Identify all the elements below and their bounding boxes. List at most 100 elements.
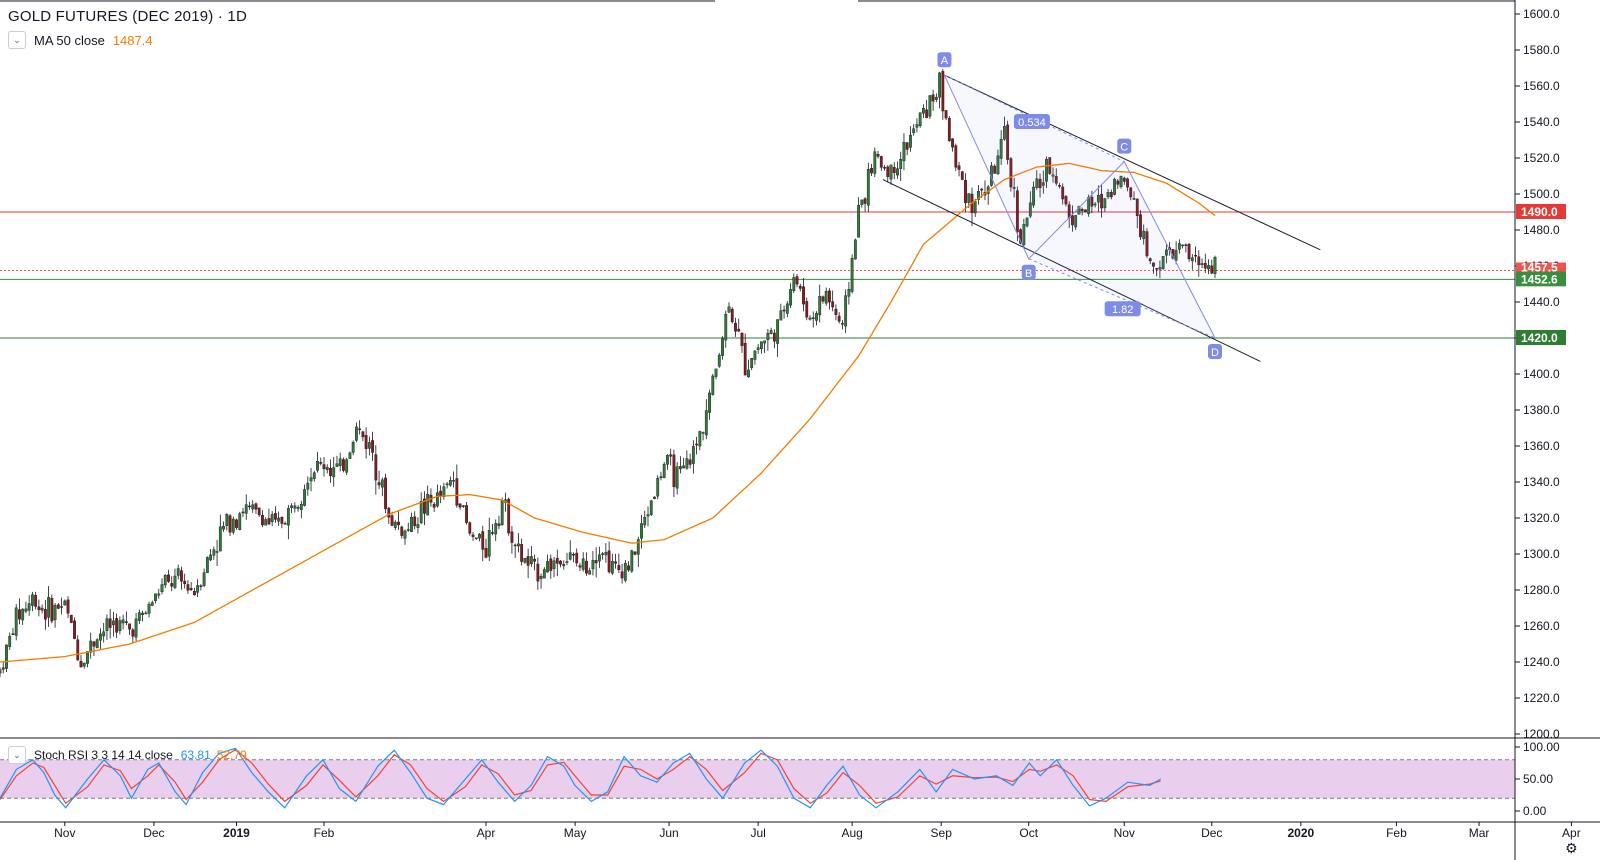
- stoch-d-value: 52.79: [216, 748, 247, 762]
- candle-body: [973, 201, 977, 214]
- candle-body: [1194, 255, 1197, 257]
- candle-body: [853, 239, 857, 260]
- candle-body: [228, 515, 232, 533]
- candle-body: [108, 618, 112, 628]
- candle-body: [257, 507, 261, 516]
- candle-body: [403, 530, 407, 539]
- candle-body: [1184, 244, 1188, 246]
- candle-body: [886, 166, 890, 177]
- candle-body: [43, 609, 47, 620]
- time-tick-label: Jul: [750, 826, 765, 840]
- candle-body: [251, 504, 255, 510]
- candle-body: [967, 193, 971, 203]
- candle-body: [708, 392, 711, 413]
- candle-body: [355, 426, 358, 441]
- candle-body: [1022, 224, 1026, 246]
- candle-body: [167, 574, 170, 582]
- candle-body: [698, 431, 702, 447]
- candle-body: [264, 519, 268, 526]
- pattern-line: [944, 74, 1216, 339]
- candle-body: [578, 565, 582, 568]
- candle-body: [947, 118, 951, 142]
- candle-body: [86, 651, 89, 664]
- candle-body: [999, 139, 1003, 159]
- candle-body: [993, 165, 997, 174]
- level-badge: [1516, 204, 1566, 219]
- time-tick-label: 2020: [1288, 826, 1315, 840]
- candle-body: [876, 154, 880, 157]
- candle-body: [772, 332, 776, 342]
- candle-body: [565, 561, 569, 563]
- candle-body: [666, 455, 669, 465]
- candle-body: [1054, 176, 1058, 184]
- stoch-d-line: [0, 748, 1161, 805]
- candle-body: [1071, 215, 1074, 226]
- candle-body: [497, 523, 501, 526]
- candle-body: [630, 550, 634, 572]
- candle-body: [821, 296, 825, 302]
- level-label: 1452.6: [1521, 272, 1558, 286]
- candle-body: [588, 570, 592, 575]
- candle-body: [280, 517, 284, 524]
- candle-body: [1135, 198, 1139, 216]
- candle-body: [529, 556, 533, 565]
- candle-body: [1096, 195, 1100, 203]
- candle-body: [274, 513, 277, 520]
- candle-body: [432, 503, 436, 508]
- candle-body: [484, 548, 488, 558]
- candle-body: [1015, 190, 1019, 233]
- candle-body: [598, 554, 601, 562]
- level-badge: [1516, 330, 1566, 345]
- time-tick-label: Nov: [1114, 826, 1135, 840]
- price-tick-label: 1520.0: [1523, 151, 1560, 165]
- candle-body: [69, 614, 73, 623]
- price-tick-label: 1340.0: [1523, 475, 1560, 489]
- candle-body: [682, 465, 686, 469]
- price-pane[interactable]: A B C D 0.534 1.82: [0, 52, 1515, 678]
- candle-body: [66, 599, 70, 614]
- ma-label: MA 50 close: [34, 32, 105, 48]
- candle-body: [89, 640, 93, 653]
- candle-body: [818, 296, 822, 316]
- candles: [0, 69, 1217, 678]
- candle-body: [905, 142, 909, 150]
- candle-body: [99, 633, 102, 641]
- candle-body: [1061, 186, 1065, 200]
- candle-body: [1164, 249, 1168, 256]
- candle-body: [406, 529, 410, 531]
- candle-body: [118, 620, 122, 632]
- candle-body: [205, 557, 209, 573]
- candle-body: [82, 662, 86, 667]
- gear-icon[interactable]: ⚙: [1565, 840, 1578, 856]
- collapse-chevron-icon[interactable]: ⌄: [8, 746, 26, 764]
- candle-body: [640, 523, 643, 539]
- price-tick-label: 1560.0: [1523, 79, 1560, 93]
- candle-body: [559, 560, 562, 565]
- candle-body: [750, 358, 754, 368]
- candle-body: [944, 110, 948, 119]
- candle-body: [604, 552, 608, 556]
- candle-body: [763, 340, 767, 344]
- candle-body: [727, 306, 731, 313]
- candle-body: [283, 523, 287, 525]
- candle-body: [857, 204, 861, 238]
- time-tick-label: Dec: [143, 826, 164, 840]
- candle-body: [643, 516, 647, 526]
- candle-body: [815, 313, 818, 321]
- candle-body: [614, 561, 618, 564]
- candle-body: [795, 276, 799, 285]
- candle-body: [248, 505, 251, 508]
- candle-body: [455, 478, 459, 506]
- candle-body: [1009, 158, 1013, 188]
- stoch-rsi-pane[interactable]: [0, 747, 1515, 809]
- candle-body: [918, 112, 922, 126]
- collapse-chevron-icon[interactable]: ⌄: [8, 31, 26, 49]
- candle-body: [436, 492, 439, 507]
- candle-body: [345, 459, 349, 473]
- price-tick-label: 1260.0: [1523, 619, 1560, 633]
- pattern-fill: [1028, 161, 1215, 338]
- candle-body: [977, 191, 980, 200]
- candle-body: [121, 619, 125, 624]
- candle-body: [423, 498, 426, 514]
